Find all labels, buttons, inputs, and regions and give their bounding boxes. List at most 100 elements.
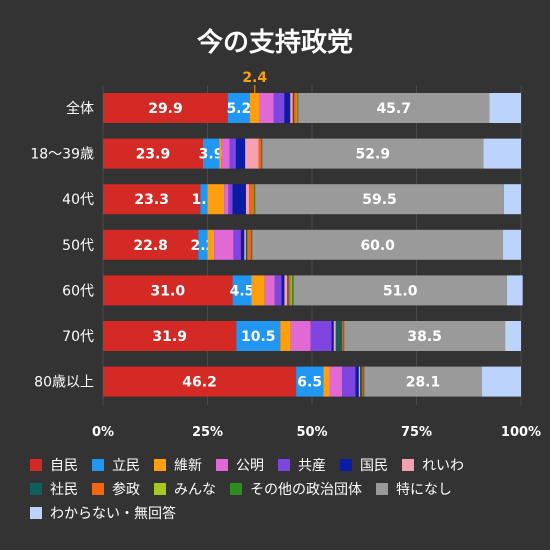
bar-segment	[228, 184, 233, 215]
bar-segment	[329, 366, 343, 397]
legend-swatch	[230, 483, 242, 495]
bar-segment	[251, 275, 265, 306]
bar-segment	[293, 275, 507, 306]
data-label: 60.0	[360, 238, 395, 254]
bar-segment	[262, 138, 484, 169]
bar-segment	[296, 366, 324, 397]
bar-segment	[103, 184, 201, 215]
callout-label: 2.4	[242, 70, 267, 86]
category-label: 18〜39歳	[30, 147, 94, 163]
legend-item: 維新	[154, 456, 202, 474]
bar-segment	[331, 321, 334, 351]
bar-segment	[358, 366, 361, 397]
legend-label: れいわ	[422, 458, 464, 474]
bar-segment	[247, 229, 251, 260]
x-tick-label: 100%	[501, 425, 541, 440]
category-label: 全体	[66, 100, 94, 117]
legend-swatch	[30, 507, 42, 519]
x-tick-label: 0%	[92, 425, 114, 440]
bar-segment	[207, 184, 225, 215]
data-label: 59.5	[362, 192, 397, 208]
bar-segment	[202, 138, 220, 169]
data-label: 22.8	[133, 238, 168, 254]
data-label: 28.1	[406, 375, 441, 391]
bar-segment	[245, 184, 250, 215]
legend-swatch	[278, 459, 290, 471]
bar-segment	[503, 184, 521, 215]
bar-segment	[489, 93, 521, 123]
bar-segment	[290, 93, 293, 123]
bar-segment	[103, 321, 237, 351]
data-label: 10.5	[241, 329, 276, 345]
bar-segment	[200, 184, 208, 215]
bar-segment	[481, 366, 521, 397]
bar-segment	[235, 138, 246, 169]
bar-segment	[503, 229, 521, 260]
bar-segment	[323, 366, 330, 397]
x-tick-label: 75%	[401, 425, 432, 440]
legend-label: 公明	[236, 458, 264, 474]
x-tick-label: 25%	[192, 425, 223, 440]
bar-segment	[233, 229, 241, 260]
bar-segment	[261, 138, 263, 169]
category-label: 50代	[62, 238, 94, 254]
bar-segment	[232, 275, 252, 306]
bar-segment	[103, 229, 199, 260]
legend-swatch	[340, 459, 352, 471]
legend-label: 参政	[112, 482, 140, 498]
bar-segment	[221, 138, 230, 169]
bar-segment	[103, 366, 297, 397]
legend-item: その他の政治団体	[230, 480, 362, 498]
bar-segment	[214, 229, 234, 260]
bar-segment	[103, 275, 233, 306]
data-label: 52.9	[356, 147, 391, 163]
bar-segment	[259, 93, 274, 123]
bar-segment	[506, 275, 523, 306]
bar-segment	[343, 321, 345, 351]
data-label: 31.9	[152, 329, 187, 345]
bar-segment	[254, 184, 256, 215]
legend-swatch	[154, 459, 166, 471]
legend-item: 特になし	[376, 480, 452, 498]
legend-swatch	[92, 459, 104, 471]
category-label: 80歳以上	[34, 375, 94, 391]
bar-segment	[240, 229, 245, 260]
bar-segment	[249, 93, 260, 123]
bar-segment	[284, 93, 291, 123]
data-label: 45.7	[376, 101, 411, 117]
bar-segment	[280, 321, 291, 351]
legend-swatch	[402, 459, 414, 471]
data-label: 6.5	[297, 375, 322, 391]
bar-segment	[362, 366, 365, 397]
legend-swatch	[216, 459, 228, 471]
x-tick-label: 50%	[296, 425, 327, 440]
bar-segment	[297, 93, 299, 123]
legend-label: 特になし	[396, 482, 452, 498]
bar-segment	[281, 275, 285, 306]
data-label: 23.9	[136, 147, 171, 163]
bar-segment	[287, 275, 289, 306]
bar-segment	[103, 138, 203, 169]
bar-segment	[290, 275, 292, 306]
bar-segment	[236, 321, 281, 351]
bar-segment	[252, 229, 504, 260]
bar-segment	[274, 275, 282, 306]
bar-segment	[245, 229, 248, 260]
bar-segment	[333, 321, 336, 351]
bar-segment	[310, 321, 332, 351]
bar-segment	[505, 321, 521, 351]
bar-segment	[207, 229, 215, 260]
legend-label: わからない・無回答	[50, 506, 176, 522]
bar-segment	[344, 321, 506, 351]
data-label: 31.0	[151, 283, 186, 299]
data-label: 46.2	[182, 375, 217, 391]
data-label: 4.5	[230, 283, 255, 299]
bar-segment	[255, 184, 504, 215]
bar-segment	[229, 138, 236, 169]
bar-segment	[227, 93, 250, 123]
bar-segment	[355, 366, 359, 397]
legend-item: わからない・無回答	[30, 504, 176, 522]
category-label: 60代	[62, 283, 94, 299]
bar-segment	[298, 93, 490, 123]
